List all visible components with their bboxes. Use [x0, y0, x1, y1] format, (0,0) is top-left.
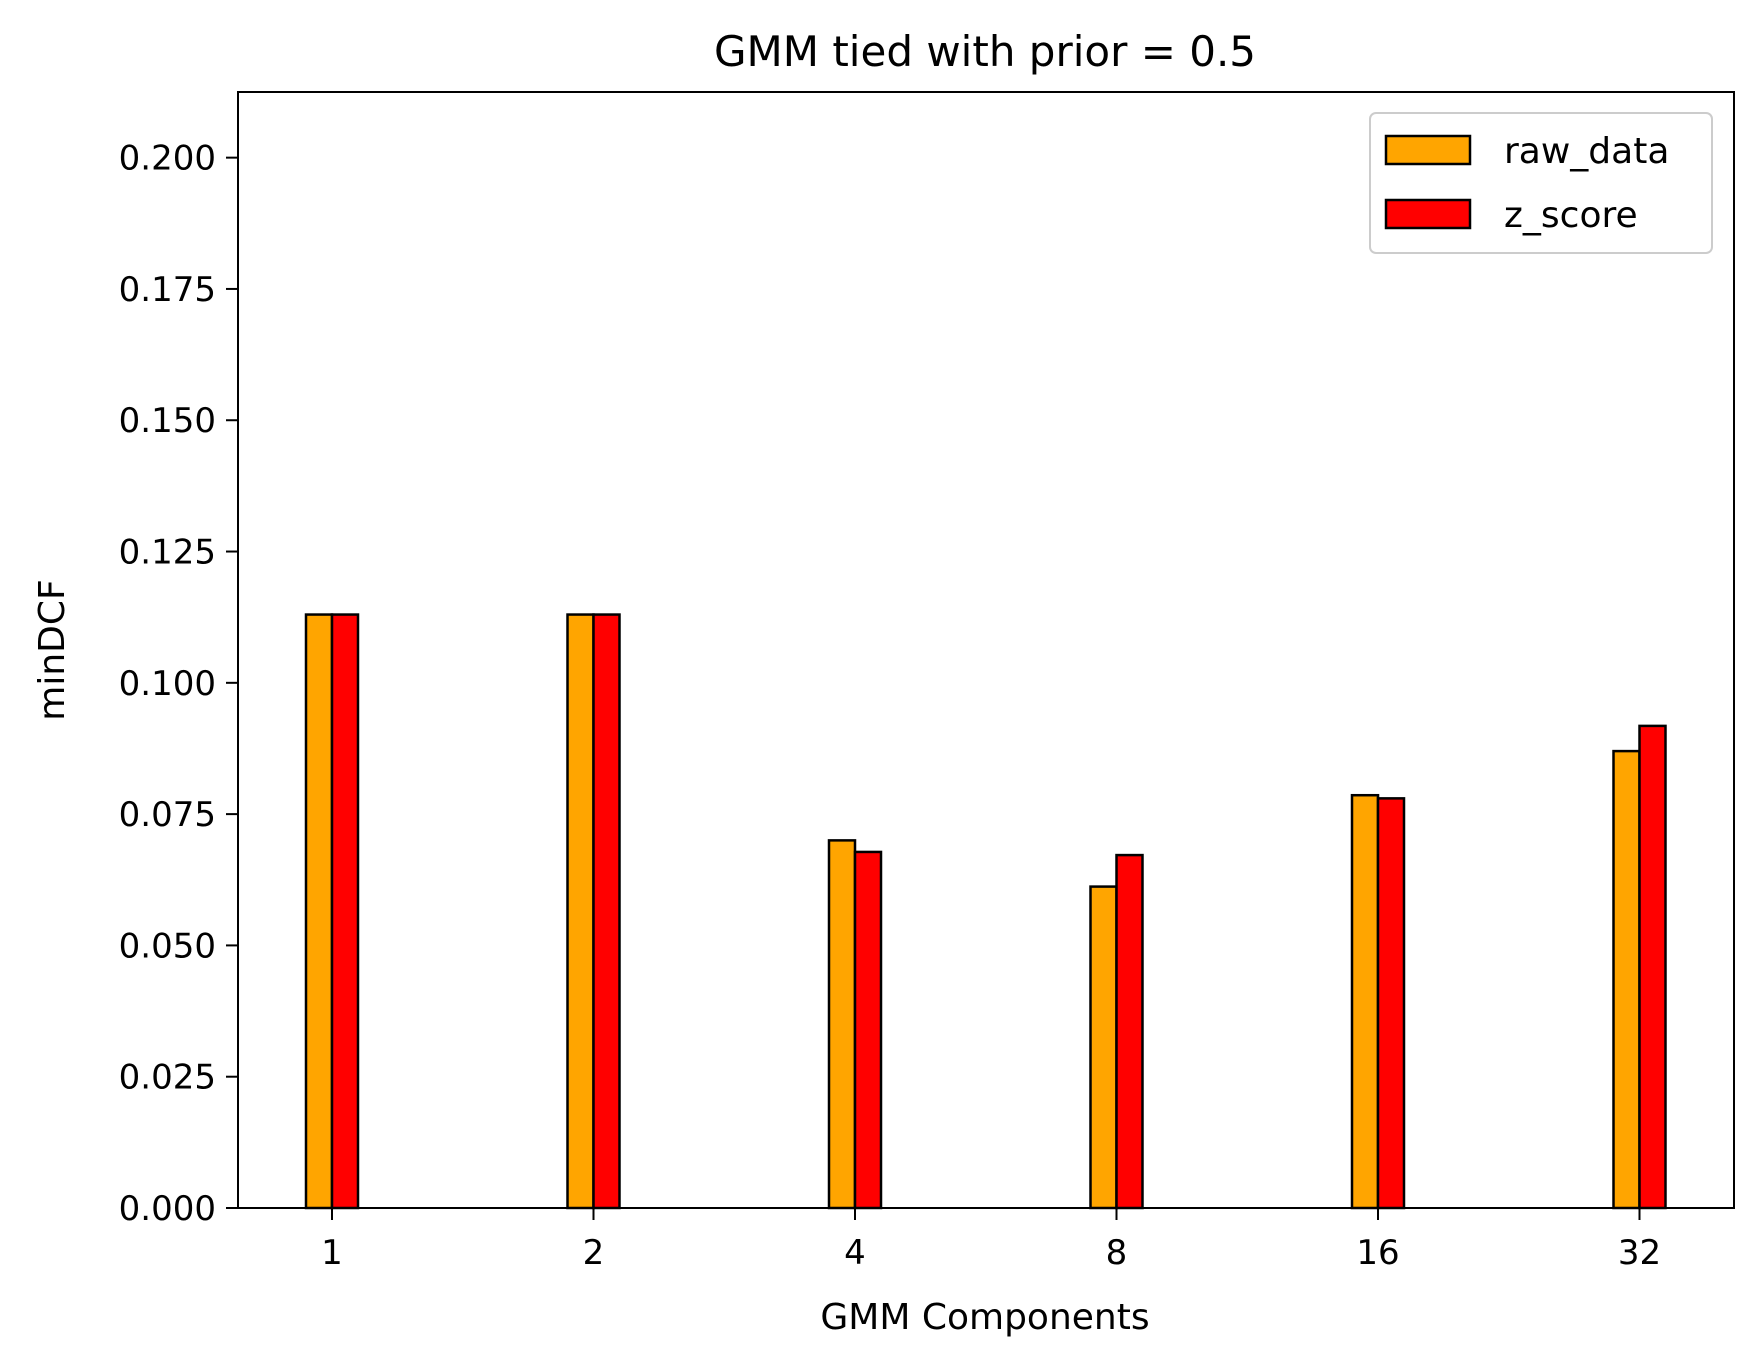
y-tick-label: 0.200: [119, 139, 216, 179]
legend-swatch-raw_data: [1384, 134, 1472, 166]
x-tick-label: 16: [1356, 1233, 1399, 1273]
x-tick-label: 4: [844, 1233, 866, 1273]
bar-z_score-8: [1115, 853, 1144, 1210]
legend-label-z_score: z_score: [1504, 195, 1638, 236]
y-tick-label: 0.150: [119, 401, 216, 441]
bar-raw_data-32: [1612, 749, 1641, 1210]
bar-z_score-4: [853, 850, 883, 1210]
x-tick-label: 2: [583, 1233, 605, 1273]
legend-label-raw_data: raw_data: [1504, 131, 1669, 172]
bar-raw_data-16: [1350, 793, 1380, 1210]
bar-raw_data-4: [827, 839, 857, 1210]
x-tick-label: 8: [1106, 1233, 1128, 1273]
plot-frame: [237, 91, 1735, 1209]
y-tick-label: 0.050: [119, 926, 216, 966]
bar-z_score-16: [1376, 797, 1406, 1210]
bar-z_score-32: [1638, 724, 1667, 1210]
bar-z_score-1: [330, 613, 360, 1210]
y-tick-label: 0.025: [119, 1058, 216, 1098]
x-axis: 1 2 4 8 16 32: [321, 1208, 1661, 1273]
y-tick-label: 0.125: [119, 533, 216, 573]
y-tick-label: 0.075: [119, 795, 216, 835]
x-tick-label: 1: [321, 1233, 343, 1273]
bar-raw_data-2: [566, 613, 595, 1210]
bar-raw_data-8: [1089, 885, 1118, 1210]
bar-z_score-2: [592, 613, 621, 1210]
x-axis-label: GMM Components: [820, 1297, 1149, 1338]
y-tick-label: 0.100: [119, 664, 216, 704]
legend-swatch-z_score: [1384, 198, 1472, 230]
y-axis-label: minDCF: [32, 579, 73, 720]
x-tick-label: 32: [1618, 1233, 1661, 1273]
y-axis: 0.000 0.025 0.050 0.075 0.100 0.125 0.150 0.175…: [119, 139, 238, 1229]
plot-area: [304, 613, 1667, 1210]
y-tick-label: 0.175: [119, 270, 216, 310]
y-tick-label: 0.000: [119, 1189, 216, 1229]
chart-title: GMM tied with prior = 0.5: [714, 27, 1256, 76]
bar-raw_data-1: [304, 613, 334, 1210]
legend: raw_data z_score: [1369, 112, 1713, 254]
